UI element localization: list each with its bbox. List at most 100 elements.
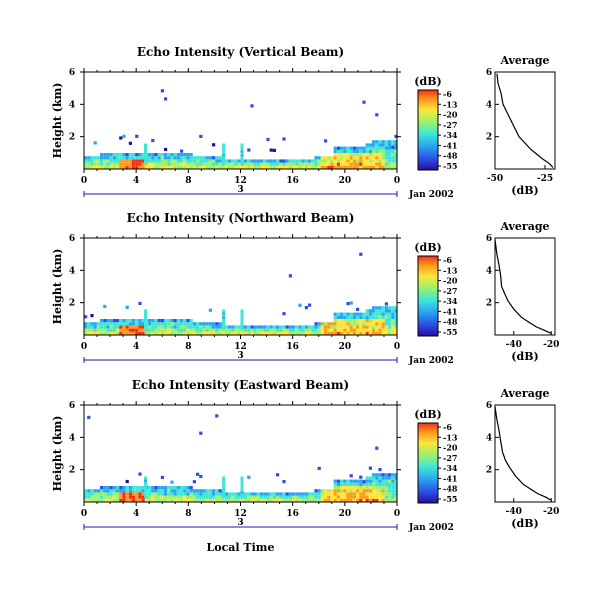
heatmap-cell (138, 328, 142, 332)
heatmap-cell (176, 325, 180, 329)
heatmap-cell (176, 328, 180, 332)
heatmap-cell (164, 159, 168, 163)
heatmap-cell (157, 156, 161, 160)
heatmap-cell (240, 484, 244, 488)
heatmap-cell (317, 498, 321, 502)
heatmap-cell (90, 489, 94, 493)
heatmap-cell (391, 165, 395, 169)
heatmap-cell (164, 162, 168, 166)
heatmap-cell (122, 498, 126, 502)
heatmap-cell (119, 325, 123, 329)
heatmap-cell (103, 156, 107, 160)
heatmap-cell (349, 315, 353, 319)
heatmap-cell (100, 328, 104, 332)
heatmap-cell (224, 325, 228, 329)
heatmap-cell (119, 495, 123, 499)
heatmap-cell (106, 159, 110, 163)
heatmap-cell (378, 319, 382, 323)
heatmap-cell (365, 143, 369, 147)
heatmap-cell (368, 159, 372, 163)
heatmap-cell (269, 328, 273, 332)
heatmap-cell (84, 159, 88, 163)
heatmap-cell (359, 165, 363, 169)
heatmap-cell (122, 492, 126, 496)
heatmap-cell (269, 165, 273, 169)
heatmap-cell (276, 325, 280, 329)
heatmap-cell (237, 492, 241, 496)
heatmap-cell (375, 312, 379, 316)
heatmap-cells (84, 414, 398, 502)
heatmap-cell (333, 312, 337, 316)
heatmap-cell (189, 331, 193, 335)
heatmap-cell (346, 146, 350, 150)
heatmap-cell (228, 498, 232, 502)
average-x-label: (dB) (511, 517, 538, 530)
heatmap-cell (253, 159, 257, 163)
heatmap-cell (372, 156, 376, 160)
heatmap-cell (87, 492, 91, 496)
heatmap-cell (388, 140, 392, 144)
heatmap-cell (372, 322, 376, 326)
heatmap-cell (346, 331, 350, 335)
average-x-tick-label: -20 (543, 340, 559, 350)
colorbar-tick-label: -6 (443, 89, 452, 99)
heatmap-cell (352, 498, 356, 502)
colorbar-tick-label: -27 (443, 120, 457, 130)
heatmap-cell (362, 328, 366, 332)
heatmap-cell (330, 156, 334, 160)
heatmap-cell (202, 498, 206, 502)
heatmap-cell (381, 325, 385, 329)
heatmap-cell (90, 495, 94, 499)
heatmap-cell (151, 498, 155, 502)
heatmap-cell (228, 165, 232, 169)
heatmap-cell (135, 489, 139, 493)
heatmap-cell (119, 498, 123, 502)
heatmap-cell (154, 492, 158, 496)
heatmap-cell (234, 328, 238, 332)
heatmap-cell (93, 498, 97, 502)
heatmap-cell (365, 165, 369, 169)
heatmap-cell (106, 328, 110, 332)
heatmap-cell (336, 479, 340, 483)
heatmap-cell (192, 325, 196, 329)
heatmap-cell (93, 495, 97, 499)
heatmap-cell (362, 482, 366, 486)
heatmap-cell (378, 492, 382, 496)
heatmap-cell (212, 492, 216, 496)
heatmap-cell (391, 482, 395, 486)
heatmap-cell (87, 489, 91, 493)
heatmap-cell (272, 148, 276, 152)
average-frame (494, 71, 556, 170)
heatmap-cell (247, 325, 251, 329)
heatmap-cell (256, 159, 260, 163)
heatmap-cell (356, 328, 360, 332)
heatmap-cell (90, 322, 94, 326)
heatmap-cell (279, 492, 283, 496)
heatmap-cell (298, 303, 302, 307)
heatmap-cell (375, 156, 379, 160)
heatmap-cell (151, 495, 155, 499)
date-tick-label: 3 (237, 351, 243, 361)
heatmap-cell (192, 492, 196, 496)
heatmap-cell (144, 323, 147, 327)
heatmap-cell (183, 495, 187, 499)
heatmap-cell (148, 331, 152, 335)
heatmap-cell (269, 162, 273, 166)
heatmap-cell (167, 325, 171, 329)
x-tick-label: 0 (81, 342, 87, 352)
colorbar-tick-label: -41 (443, 306, 457, 316)
heatmap-cell (324, 159, 328, 163)
heatmap-cell (144, 143, 147, 147)
heatmap-cell (375, 162, 379, 166)
heatmap-cell (180, 325, 184, 329)
heatmap-cell (378, 153, 382, 157)
heatmap-cell (234, 492, 238, 496)
heatmap-cell (327, 328, 331, 332)
heatmap-cell (234, 498, 238, 502)
heatmap-cell (237, 498, 241, 502)
heatmap-cell (208, 308, 212, 312)
heatmap-cell (381, 498, 385, 502)
heatmap-cell (314, 322, 318, 326)
heatmap-cell (266, 498, 270, 502)
heatmap-cell (340, 325, 344, 329)
